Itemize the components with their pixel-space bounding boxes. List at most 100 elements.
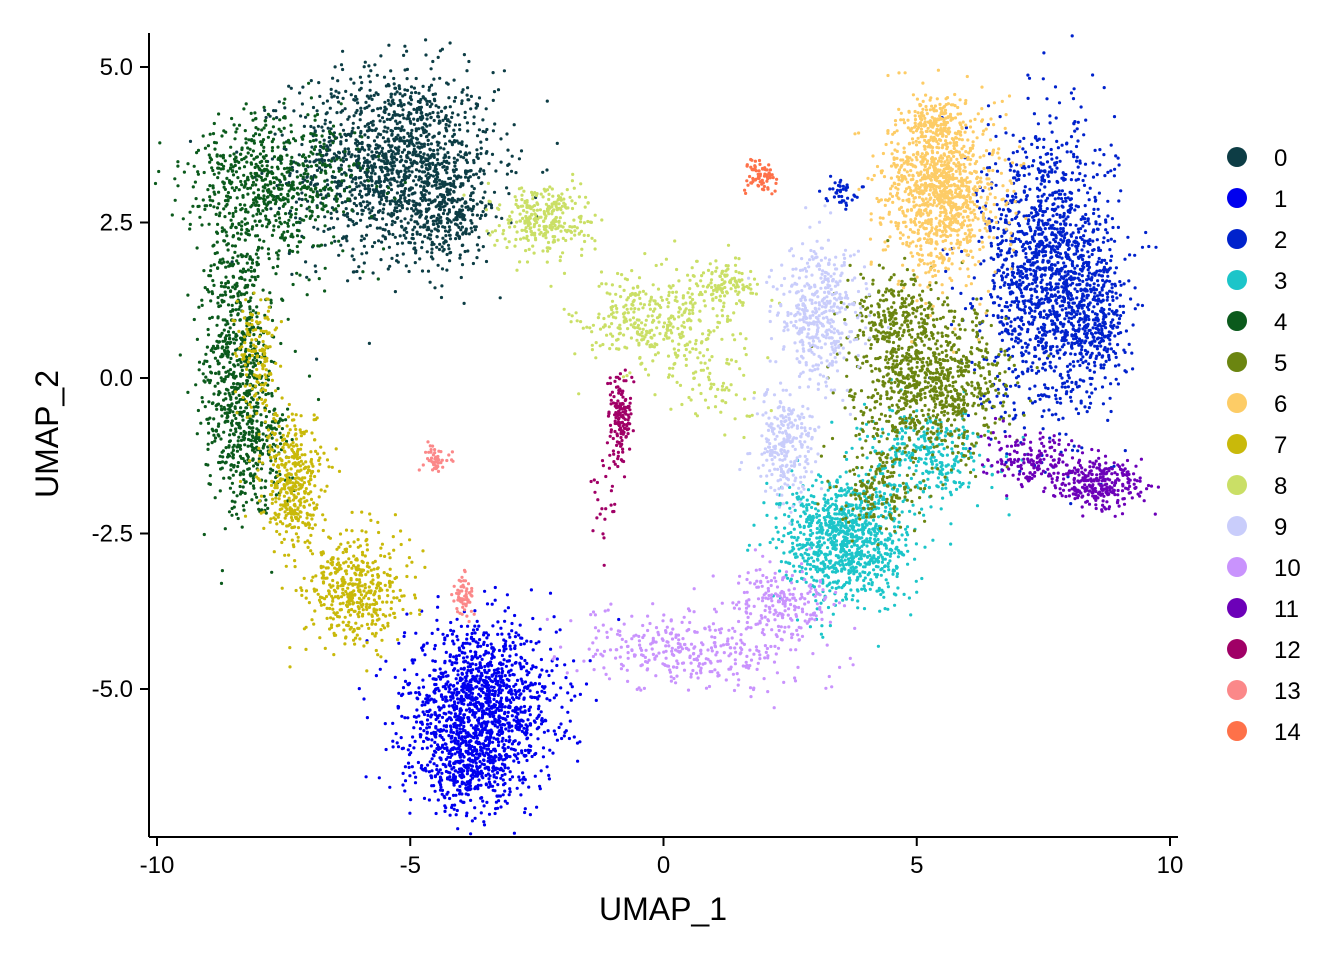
- data-point: [1055, 156, 1059, 160]
- data-point: [460, 197, 464, 201]
- data-point: [407, 141, 412, 146]
- data-point: [1039, 182, 1043, 186]
- data-point: [1047, 408, 1051, 412]
- data-point: [322, 158, 327, 163]
- data-point: [455, 177, 459, 181]
- data-point: [428, 237, 432, 241]
- data-point: [1010, 337, 1014, 341]
- data-point: [315, 357, 319, 361]
- data-point: [430, 102, 434, 106]
- data-point: [439, 706, 443, 710]
- data-point: [1064, 329, 1068, 333]
- data-point: [1078, 378, 1082, 382]
- data-point: [1114, 291, 1118, 295]
- data-point: [302, 124, 306, 128]
- data-point: [483, 130, 488, 134]
- data-point: [440, 267, 445, 271]
- data-point: [436, 161, 440, 165]
- data-point: [343, 147, 347, 151]
- data-point: [572, 659, 576, 663]
- data-point: [1050, 274, 1054, 278]
- data-point: [1108, 289, 1112, 293]
- data-point: [1027, 282, 1031, 286]
- data-point: [1054, 412, 1058, 416]
- data-point: [517, 688, 522, 692]
- data-point: [414, 775, 418, 779]
- data-point: [419, 160, 423, 164]
- data-point: [344, 138, 348, 142]
- data-point: [1111, 298, 1115, 302]
- data-point: [453, 164, 457, 168]
- data-point: [395, 122, 399, 126]
- data-point: [1041, 213, 1045, 217]
- data-point: [508, 706, 512, 710]
- data-point: [501, 793, 505, 797]
- data-point: [1075, 264, 1079, 268]
- data-point: [1052, 309, 1056, 313]
- data-point: [479, 181, 483, 186]
- data-point: [1104, 359, 1108, 363]
- data-point: [452, 807, 456, 811]
- data-point: [513, 646, 517, 651]
- data-point: [1101, 402, 1105, 406]
- data-point: [408, 743, 412, 748]
- data-point: [996, 295, 1000, 299]
- data-point: [491, 71, 495, 75]
- data-point: [1070, 171, 1075, 175]
- data-point: [496, 720, 500, 724]
- data-point: [396, 216, 400, 220]
- data-point: [441, 632, 445, 636]
- data-point: [545, 697, 549, 701]
- data-point: [489, 755, 493, 759]
- data-point: [484, 736, 488, 740]
- data-point: [425, 124, 429, 128]
- data-point: [1038, 208, 1042, 213]
- data-point: [1039, 227, 1043, 232]
- data-point: [442, 705, 446, 709]
- data-point: [346, 279, 350, 283]
- data-point: [1021, 372, 1025, 376]
- data-point: [339, 142, 343, 146]
- data-point: [1087, 255, 1091, 259]
- data-point: [985, 173, 989, 177]
- data-point: [339, 163, 343, 167]
- data-point: [461, 232, 465, 236]
- data-point: [391, 219, 395, 223]
- data-point: [500, 705, 504, 709]
- data-point: [390, 129, 394, 133]
- data-point: [1021, 359, 1025, 363]
- data-point: [430, 738, 434, 742]
- data-point: [458, 253, 462, 257]
- data-point: [363, 179, 367, 183]
- data-point: [1081, 279, 1085, 283]
- data-point: [412, 147, 416, 151]
- data-point: [1037, 357, 1041, 361]
- data-point: [1084, 326, 1088, 330]
- data-point: [484, 724, 488, 728]
- data-point: [1074, 407, 1078, 411]
- data-point: [452, 783, 456, 787]
- data-point: [337, 91, 341, 95]
- data-point: [497, 756, 501, 760]
- data-point: [458, 648, 462, 652]
- data-point: [1079, 288, 1083, 293]
- data-point: [440, 180, 444, 184]
- data-point: [508, 654, 512, 658]
- data-point: [388, 181, 392, 185]
- data-point: [393, 152, 398, 156]
- data-point: [366, 122, 370, 126]
- data-point: [470, 776, 475, 780]
- data-point: [409, 131, 413, 136]
- data-point: [352, 98, 356, 102]
- data-point: [448, 120, 452, 124]
- data-point: [469, 734, 473, 738]
- data-point: [507, 740, 511, 744]
- data-point: [1036, 327, 1040, 331]
- data-point: [366, 192, 371, 196]
- data-point: [292, 109, 296, 113]
- data-point: [1048, 329, 1052, 333]
- data-point: [349, 169, 353, 173]
- data-point: [492, 668, 496, 673]
- data-point: [374, 147, 378, 151]
- data-point: [368, 187, 372, 191]
